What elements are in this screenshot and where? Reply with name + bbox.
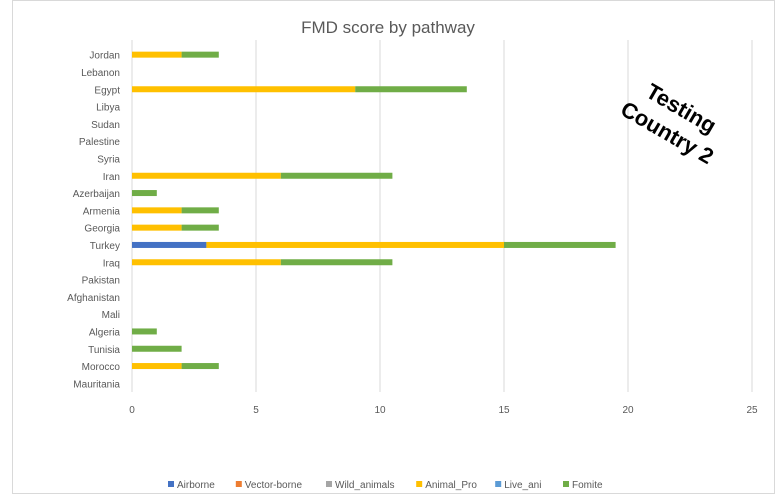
legend-label: Live_ani [504,480,541,491]
legend-swatch [495,481,502,487]
legend-swatch [168,481,174,487]
chart-title: FMD score by pathway [301,18,475,37]
legend-label: Airborne [177,480,215,491]
category-label: Syria [97,154,120,165]
bar-animal-pro [132,207,182,214]
x-tick-label: 20 [622,405,634,416]
bar-fomite [280,172,393,179]
x-tick-labels: 0 5 10 15 20 25 [129,405,758,416]
category-labels: Jordan Lebanon Egypt Libya Sudan Palestine Syr… [67,51,120,391]
legend-label: Wild_animals [335,480,394,491]
bar-fomite [181,207,219,214]
x-tick-label: 15 [498,405,510,416]
bar-animal-pro [132,259,281,266]
x-tick-label: 0 [129,405,135,416]
category-label: Azerbaijan [73,189,120,200]
bar-animal-pro [132,172,281,179]
legend-swatch [563,481,569,487]
category-label: Armenia [83,206,121,217]
category-label: Libya [96,103,120,114]
legend-swatch [416,481,423,487]
category-label: Tunisia [88,345,120,356]
category-label: Iraq [103,258,120,269]
category-label: Mali [102,310,120,321]
category-label: Algeria [89,327,121,338]
legend: Airborne Vector-borne Wild_animals Animal_P… [168,480,603,491]
bar-fomite [504,241,616,248]
bar-animal-pro [206,241,504,248]
bar-fomite [132,345,182,352]
legend-label: Animal_Pro [425,480,477,491]
legend-swatch [235,481,242,487]
category-label: Mauritania [73,379,120,390]
bar-fomite [181,51,219,58]
bar-fomite [181,363,219,370]
category-label: Sudan [91,120,120,131]
x-tick-label: 5 [253,405,259,416]
category-label: Palestine [79,137,121,148]
gridlines [131,40,753,392]
bar-animal-pro [132,86,356,93]
x-tick-label: 10 [374,405,386,416]
category-label: Turkey [90,241,120,252]
category-label: Jordan [89,51,120,62]
bars [132,51,616,370]
category-label: Afghanistan [67,293,120,304]
category-label: Pakistan [82,276,120,287]
bar-fomite [132,328,157,335]
x-tick-label: 25 [746,405,758,416]
legend-label: Fomite [572,480,603,491]
category-label: Iran [103,172,120,183]
bar-fomite [132,190,157,197]
legend-label: Vector-borne [245,480,303,491]
bar-animal-pro [132,224,182,231]
legend-swatch [326,481,332,487]
category-label: Egypt [94,85,120,96]
bar-airborne [132,241,207,248]
bar-animal-pro [132,51,182,58]
category-label: Lebanon [81,68,120,79]
category-label: Georgia [84,224,120,235]
bar-fomite [181,224,219,231]
category-label: Morocco [82,362,121,373]
bar-animal-pro [132,363,182,370]
bar-fomite [280,259,393,266]
bar-fomite [355,86,467,93]
